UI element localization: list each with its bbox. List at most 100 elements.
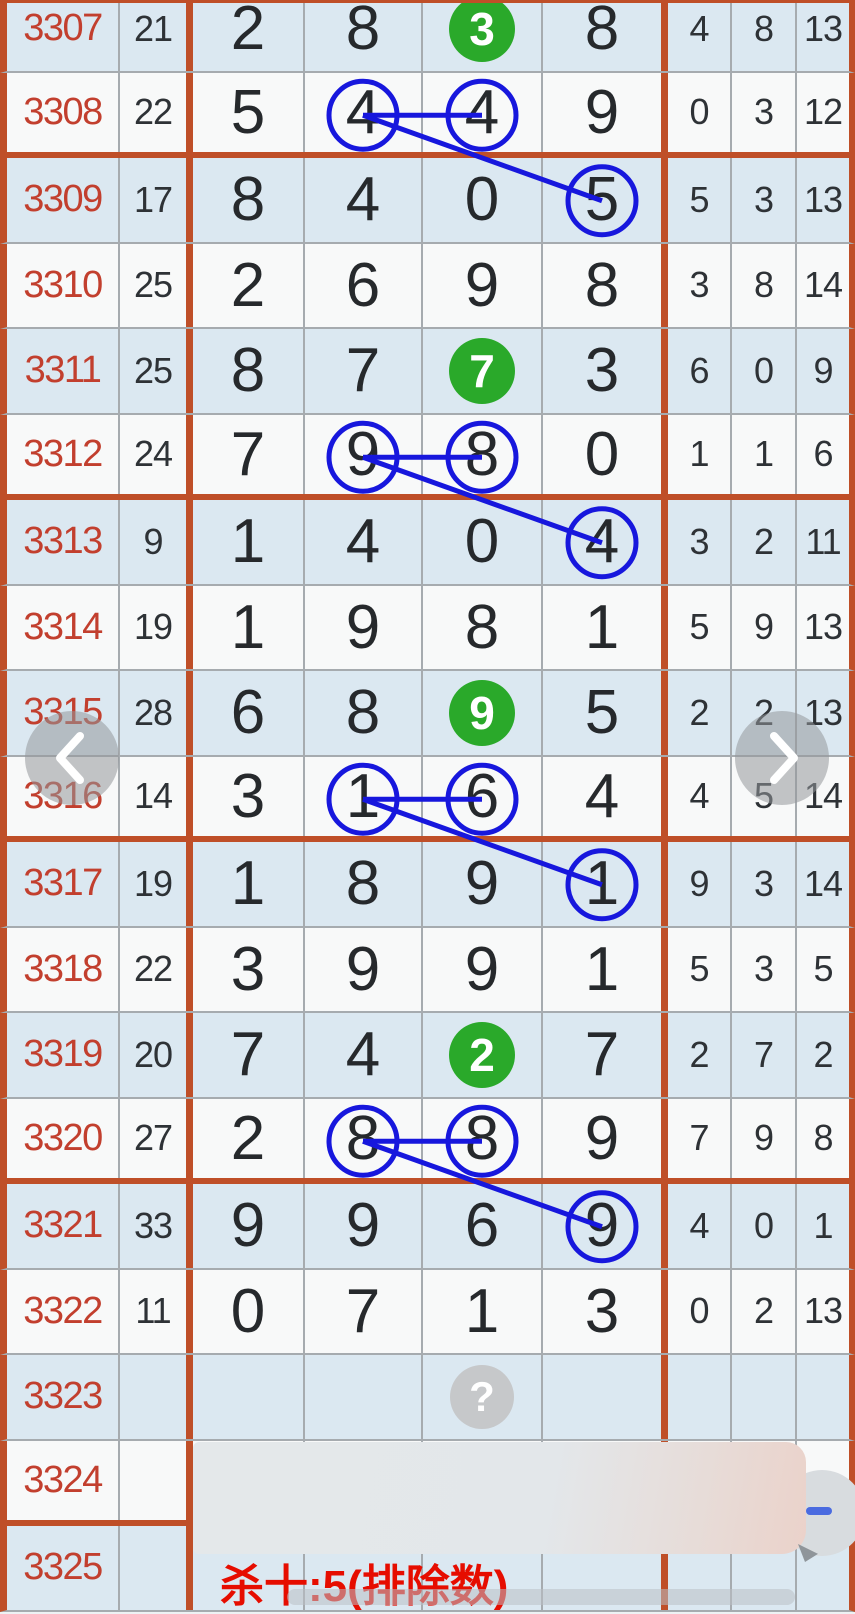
gray-divider <box>118 500 120 584</box>
gray-divider <box>541 756 543 836</box>
digit-cell: 3 <box>423 0 541 71</box>
table-row: 3322 11 0 7 1 3 0 2 13 <box>0 1269 855 1355</box>
count-cell: 17 <box>133 178 173 220</box>
sum-cell: 0 <box>753 349 774 391</box>
gray-divider <box>795 414 797 494</box>
next-page-button[interactable] <box>735 711 829 805</box>
digit-cell: 7 <box>423 329 541 413</box>
table-row: 3307 21 2 8 3 8 4 8 13 <box>0 0 855 73</box>
gray-divider <box>541 927 543 1011</box>
count-cell: 21 <box>133 7 173 49</box>
gray-divider <box>795 927 797 1011</box>
digit-cell: 9 <box>345 934 381 1004</box>
toast-link-dash <box>806 1507 832 1515</box>
toast-overlay <box>193 1442 806 1554</box>
orange-divider <box>186 756 193 836</box>
sum-cell <box>732 1355 795 1439</box>
period-cell: 3319 <box>23 1033 103 1076</box>
gray-divider <box>730 414 732 494</box>
orange-divider <box>661 756 668 836</box>
gray-divider <box>730 1355 732 1439</box>
bottom-handle-bar[interactable] <box>287 1589 795 1605</box>
orange-divider <box>186 500 193 584</box>
gray-divider <box>795 0 797 71</box>
sum-cell: 5 <box>813 948 833 990</box>
digit-cell: 9 <box>464 849 500 919</box>
digit-cell: 9 <box>230 1191 266 1261</box>
count-cell: 19 <box>133 606 173 648</box>
gray-divider <box>541 585 543 669</box>
orange-divider <box>186 927 193 1011</box>
orange-divider <box>661 1013 668 1097</box>
orange-divider <box>661 1098 668 1178</box>
table-row: 3319 20 7 4 2 7 2 7 2 <box>0 1013 855 1099</box>
gray-divider <box>730 756 732 836</box>
gray-divider <box>303 1013 305 1097</box>
sum-cell: 13 <box>803 1290 843 1332</box>
digit-cell: 4 <box>464 77 500 147</box>
sum-cell: 12 <box>803 91 843 133</box>
table-row: 3313 9 1 4 0 4 3 2 11 <box>0 500 855 586</box>
digit-cell: 1 <box>345 761 381 831</box>
gray-divider <box>421 72 423 152</box>
gray-divider <box>795 842 797 926</box>
digit-cell: 8 <box>345 849 381 919</box>
gray-divider <box>541 414 543 494</box>
sum-cell <box>668 1355 730 1439</box>
gray-divider <box>795 500 797 584</box>
digit-cell: 2 <box>230 0 266 64</box>
gray-divider <box>118 1184 120 1268</box>
digit-cell: 7 <box>230 419 266 489</box>
digit-cell: 9 <box>584 1191 620 1261</box>
sum-cell: 3 <box>753 948 774 990</box>
gray-divider <box>795 1013 797 1097</box>
gray-divider <box>421 243 423 327</box>
digit-cell: 9 <box>345 1191 381 1261</box>
digit-cell: 2 <box>423 1013 541 1097</box>
gray-divider <box>421 0 423 71</box>
period-cell: 3325 <box>23 1546 103 1589</box>
gray-divider <box>421 756 423 836</box>
digit-cell: 2 <box>230 1103 266 1173</box>
sum-cell: 2 <box>689 1033 709 1075</box>
count-cell: 33 <box>133 1204 173 1246</box>
digit-cell: 9 <box>464 934 500 1004</box>
orange-divider <box>661 585 668 669</box>
digit-cell: 3 <box>230 934 266 1004</box>
count-cell: 9 <box>143 520 163 562</box>
sum-cell: 2 <box>753 520 774 562</box>
count-cell: 27 <box>133 1117 173 1159</box>
orange-divider <box>186 1269 193 1353</box>
gray-divider <box>303 1269 305 1353</box>
gray-divider <box>541 1526 543 1610</box>
gray-divider <box>795 585 797 669</box>
table-row: 3309 17 8 4 0 5 5 3 13 <box>0 158 855 244</box>
gray-divider <box>118 329 120 413</box>
sum-cell: 13 <box>803 178 843 220</box>
prev-page-button[interactable] <box>25 711 119 805</box>
gray-divider <box>730 243 732 327</box>
gray-divider <box>730 671 732 755</box>
gray-divider <box>730 1526 732 1610</box>
orange-divider <box>186 585 193 669</box>
orange-divider <box>186 1440 193 1520</box>
period-cell: 3322 <box>23 1289 103 1332</box>
digit-cell: 9 <box>345 592 381 662</box>
digit-cell <box>543 1355 661 1439</box>
period-cell: 3312 <box>23 432 103 475</box>
count-cell: 25 <box>133 349 173 391</box>
gray-divider <box>303 927 305 1011</box>
table-row: 3321 33 9 9 6 9 4 0 1 <box>0 1184 855 1270</box>
gray-divider <box>118 671 120 755</box>
digit-cell: 3 <box>584 336 620 406</box>
digit-cell: 9 <box>464 250 500 320</box>
digit-cell: 8 <box>464 1103 500 1173</box>
gray-divider <box>730 329 732 413</box>
digit-cell: 1 <box>464 1276 500 1346</box>
orange-divider <box>186 1098 193 1178</box>
count-cell: 14 <box>133 775 173 817</box>
digit-cell: 1 <box>584 592 620 662</box>
gray-divider <box>303 1184 305 1268</box>
sum-cell: 4 <box>689 7 709 49</box>
digit-cell: 8 <box>230 165 266 235</box>
